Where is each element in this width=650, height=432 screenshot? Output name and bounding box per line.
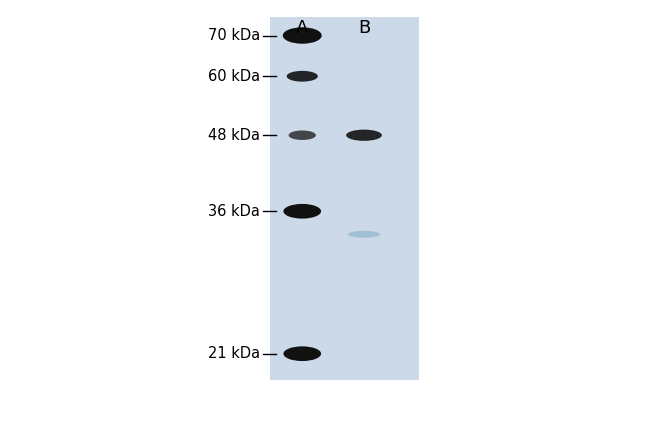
Text: A: A <box>296 19 309 37</box>
Ellipse shape <box>348 231 380 238</box>
Ellipse shape <box>289 130 316 140</box>
Text: 70 kDa: 70 kDa <box>208 28 260 43</box>
Ellipse shape <box>346 130 382 141</box>
Ellipse shape <box>283 346 321 361</box>
Bar <box>270 17 419 380</box>
Ellipse shape <box>287 71 318 82</box>
Text: 60 kDa: 60 kDa <box>208 69 260 84</box>
Ellipse shape <box>283 204 321 219</box>
Text: 36 kDa: 36 kDa <box>208 204 260 219</box>
Ellipse shape <box>283 27 322 44</box>
Text: B: B <box>358 19 370 37</box>
Text: 21 kDa: 21 kDa <box>208 346 260 361</box>
Text: 48 kDa: 48 kDa <box>208 128 260 143</box>
